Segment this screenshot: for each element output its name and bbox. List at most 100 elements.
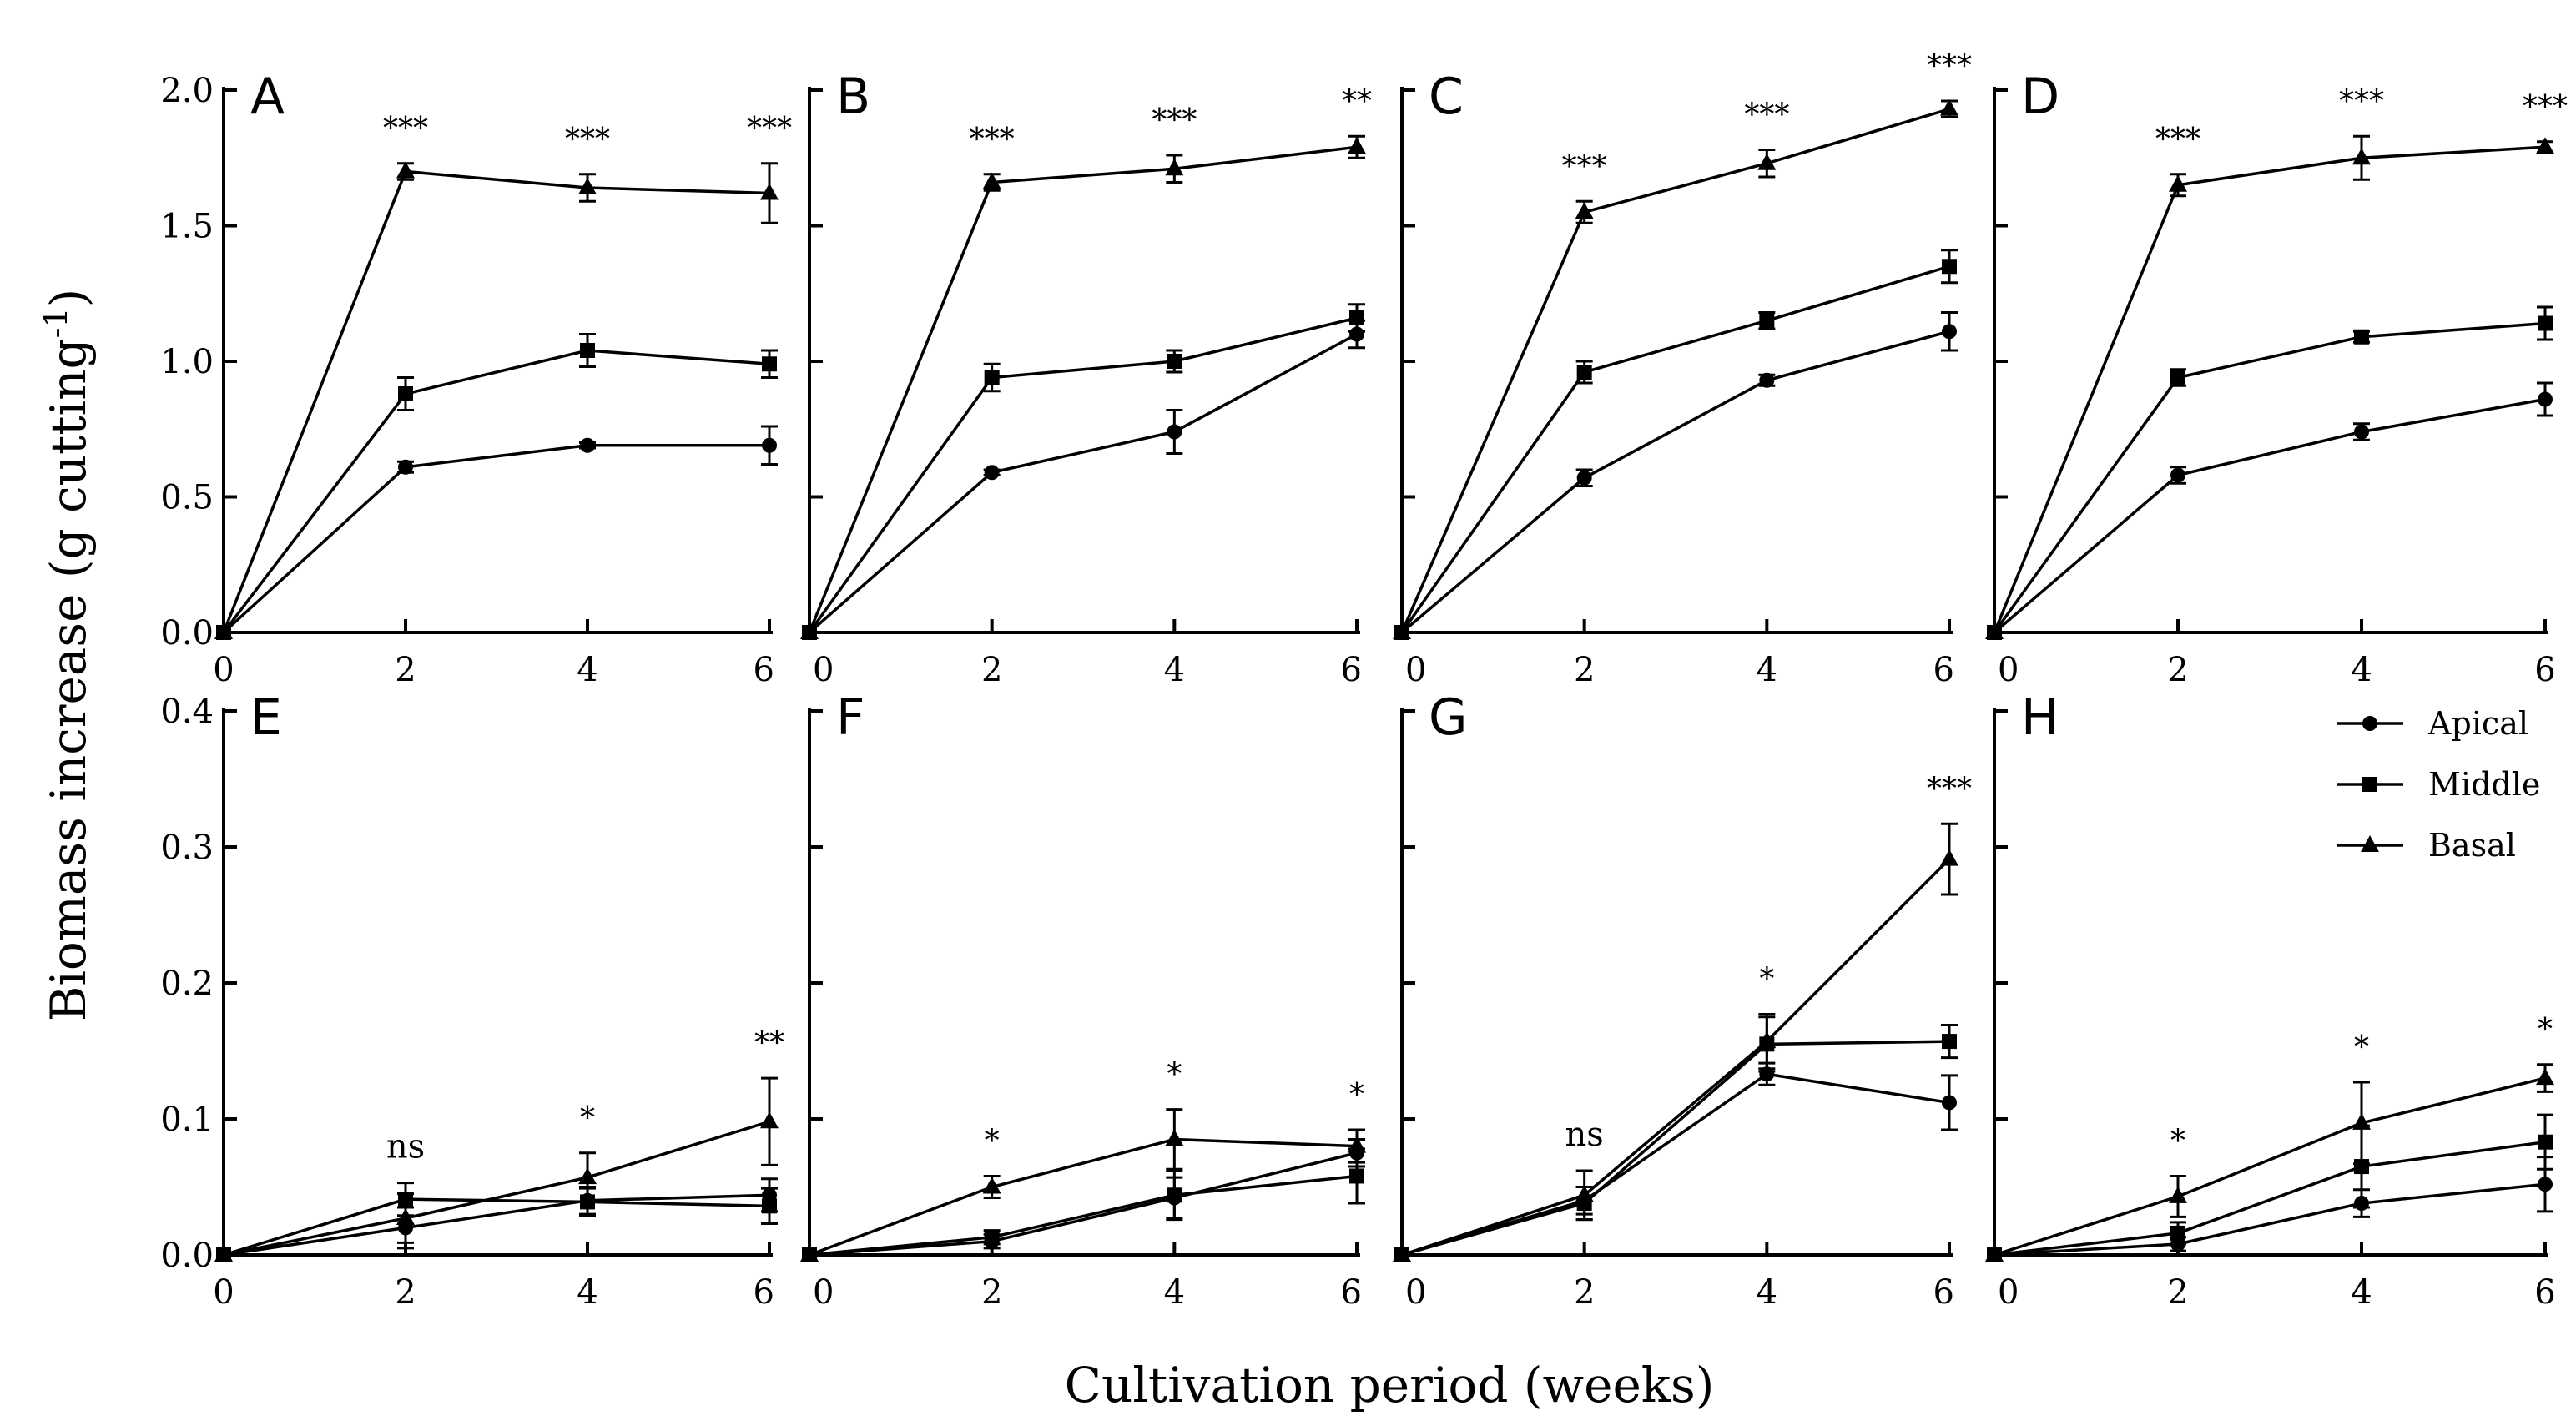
series-apical <box>1394 311 1958 640</box>
data-point <box>1575 202 1594 219</box>
significance-label: *** <box>1927 49 1972 83</box>
panel-label: C <box>1429 68 1464 126</box>
data-point <box>982 172 1001 189</box>
series-middle <box>802 1147 1365 1262</box>
series-basal <box>214 161 779 639</box>
series-middle <box>216 1182 778 1262</box>
data-point <box>1348 137 1366 154</box>
data-point <box>1349 310 1364 325</box>
data-point <box>1940 849 1958 866</box>
data-point <box>1167 424 1182 440</box>
x-tick-label: 2 <box>2167 1273 2188 1312</box>
significance-label: * <box>2538 1013 2553 1047</box>
series-middle <box>1394 1015 1958 1262</box>
series-apical <box>802 1137 1365 1262</box>
x-tick-label: 2 <box>395 1273 416 1312</box>
x-tick-label: 0 <box>1998 651 2019 689</box>
x-tick-label: 6 <box>1933 651 1954 689</box>
data-point <box>1576 365 1592 380</box>
data-point <box>2354 424 2369 440</box>
significance-label: * <box>1349 1078 1364 1112</box>
panel-label: E <box>250 688 282 747</box>
x-tick-label: 2 <box>395 651 416 689</box>
series-middle <box>1394 249 1958 640</box>
data-point <box>2169 174 2187 192</box>
significance-label: *** <box>2339 84 2384 118</box>
data-point <box>1942 324 1957 340</box>
x-tick-label: 6 <box>1341 651 1362 689</box>
data-point <box>2536 137 2554 154</box>
panel-H: 0 2 4 6 H * * * <box>1985 688 2556 1312</box>
series-line <box>1993 321 2546 634</box>
x-tick-label: 6 <box>1341 1273 1362 1312</box>
y-tick-label: 2.0 <box>160 72 214 110</box>
data-point <box>2354 329 2369 345</box>
significance-label: * <box>1759 962 1774 996</box>
data-point <box>762 356 777 372</box>
x-tick-label: 4 <box>2351 1273 2372 1312</box>
data-point <box>1985 622 2004 639</box>
x-tick-label: 6 <box>754 1273 774 1312</box>
data-point <box>214 1245 233 1262</box>
data-point <box>984 1229 1000 1245</box>
y-tick-label: 0.2 <box>160 965 214 1003</box>
data-point <box>984 465 1000 481</box>
data-point <box>1393 622 1411 639</box>
significance-label: ns <box>386 1128 425 1166</box>
x-tick-label: 6 <box>2534 651 2555 689</box>
significance-label: ** <box>754 1026 784 1061</box>
series-line <box>808 332 1358 634</box>
data-point <box>1985 1245 2004 1262</box>
data-point <box>398 459 413 475</box>
series-basal <box>1393 98 1958 639</box>
data-point <box>1942 1095 1957 1111</box>
y-tick-label: 0.0 <box>160 1237 214 1275</box>
series-line <box>808 145 1358 633</box>
data-point <box>762 437 777 453</box>
y-tick-label: 0.1 <box>160 1101 214 1139</box>
series-line <box>222 349 770 634</box>
series-line <box>1400 330 1950 634</box>
x-tick-label: 2 <box>2167 651 2188 689</box>
y-tick-label: 1.5 <box>160 208 214 246</box>
x-tick-label: 0 <box>213 1273 234 1312</box>
x-tick-label: 4 <box>577 651 597 689</box>
legend-label: Apical <box>2427 705 2528 742</box>
data-point <box>396 161 415 179</box>
series-basal <box>800 1108 1366 1262</box>
significance-label: *** <box>1562 149 1607 184</box>
x-tick-label: 4 <box>1164 651 1185 689</box>
x-tick-label: 2 <box>981 1273 1002 1312</box>
y-tick-label: 0.3 <box>160 829 214 867</box>
series-line <box>809 1174 1358 1257</box>
data-point <box>2538 315 2553 331</box>
series-line <box>222 444 769 634</box>
panel-D: 0 2 4 6 D *** *** *** <box>1985 68 2568 689</box>
data-point <box>984 370 1000 385</box>
series-middle <box>1987 1113 2553 1262</box>
panel-B: 0 2 4 6B******** <box>800 68 1372 689</box>
data-point <box>1393 1245 1411 1262</box>
data-point <box>762 1198 777 1214</box>
data-point <box>1759 313 1775 329</box>
data-point <box>580 437 595 453</box>
series-line <box>809 1151 1358 1257</box>
panel-label: B <box>836 68 870 126</box>
panel-label: D <box>2021 68 2059 126</box>
legend-marker <box>2362 716 2377 731</box>
significance-label: *** <box>970 123 1015 157</box>
series-middle <box>1987 305 2553 640</box>
series-line <box>808 316 1358 634</box>
data-point <box>1759 372 1775 388</box>
data-point <box>1575 1185 1594 1202</box>
data-point <box>2538 1134 2553 1150</box>
data-point <box>2170 1225 2185 1241</box>
series-line <box>1994 1076 2546 1257</box>
significance-label: *** <box>565 123 610 157</box>
data-point <box>1757 153 1777 170</box>
significance-label: ns <box>1565 1116 1604 1154</box>
significance-label: *** <box>747 112 792 146</box>
x-tick-label: 4 <box>2351 651 2372 689</box>
